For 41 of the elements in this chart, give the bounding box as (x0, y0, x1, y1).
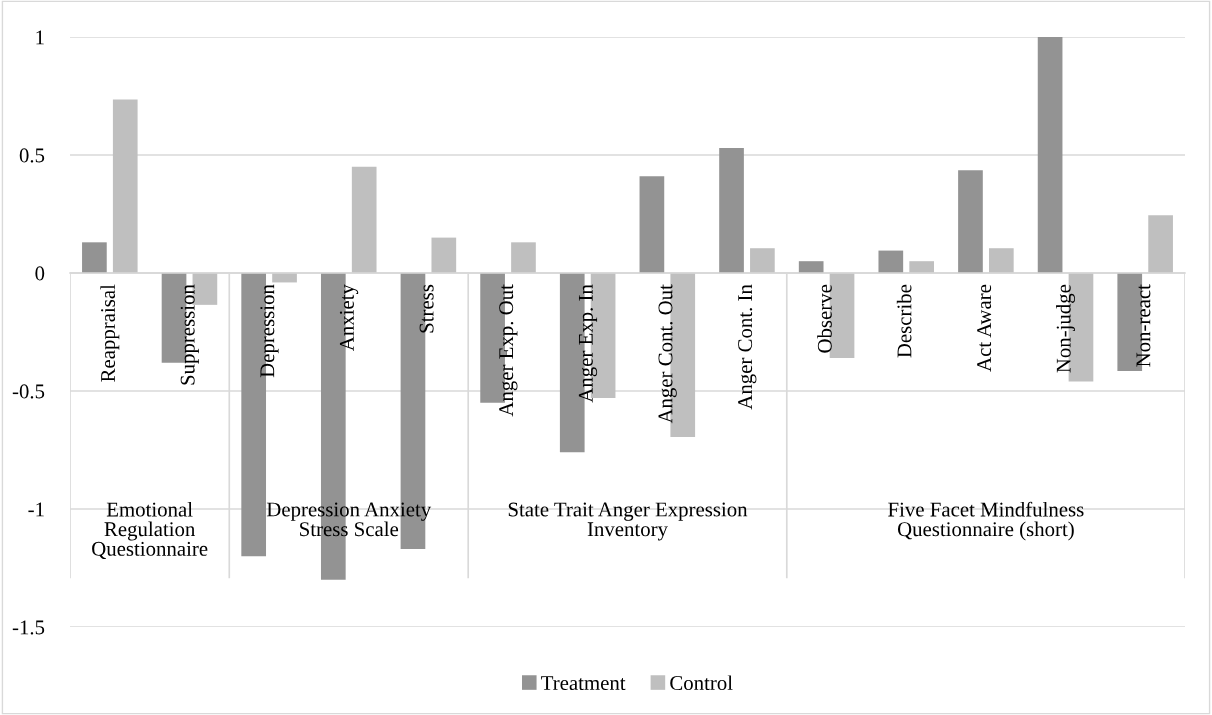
bar (431, 237, 457, 273)
bar (798, 261, 824, 273)
bar (750, 248, 775, 273)
x-tick-label: Non-judge (1056, 284, 1076, 373)
bar (878, 250, 904, 273)
bar (909, 261, 935, 273)
y-tick-label: 0.5 (19, 148, 45, 163)
bar (82, 242, 107, 273)
x-tick-label: Reappraisal (100, 284, 120, 382)
bar (639, 176, 665, 273)
legend-label: Treatment (541, 676, 626, 691)
legend-label: Control (670, 675, 733, 691)
x-tick-label: Stress (419, 284, 434, 333)
x-tick-label: Anger Cont. Out (658, 284, 677, 424)
x-tick-label: Observe (817, 284, 832, 353)
x-tick-label: Anger Exp. In (578, 284, 598, 403)
bar (112, 99, 138, 273)
bar (719, 147, 744, 273)
x-tick-label: Depression (260, 284, 279, 378)
bar (351, 166, 377, 273)
x-tick-label: Anxiety (339, 284, 359, 352)
annotation: State Trait Anger Expression Inventory (508, 502, 748, 541)
x-tick-label: Anger Exp. Out (499, 284, 518, 417)
y-tick-label: -1 (28, 502, 44, 517)
annotation: Five Facet Mindfulness Questionnaire (short) (888, 501, 1084, 541)
bar (1037, 37, 1063, 273)
x-tick-label: Describe (896, 284, 912, 358)
y-tick-label: -0.5 (12, 384, 45, 399)
annotation: Depression Anxiety Stress Scale (266, 502, 432, 537)
y-tick-label: -1.5 (12, 620, 45, 635)
x-tick-label: Suppression (180, 284, 199, 385)
bar (511, 242, 536, 273)
y-tick-label: 1 (36, 30, 44, 45)
x-tick-label: Act Aware (977, 284, 992, 372)
x-tick-label: Non-react (1136, 284, 1151, 367)
x-tick-label: Anger Cont. In (738, 284, 757, 410)
bar (988, 248, 1014, 273)
bar (1148, 215, 1173, 273)
y-tick-label: 0 (35, 266, 45, 281)
bar (958, 170, 983, 273)
annotation: Emotional Regulation Questionnaire (92, 501, 208, 560)
